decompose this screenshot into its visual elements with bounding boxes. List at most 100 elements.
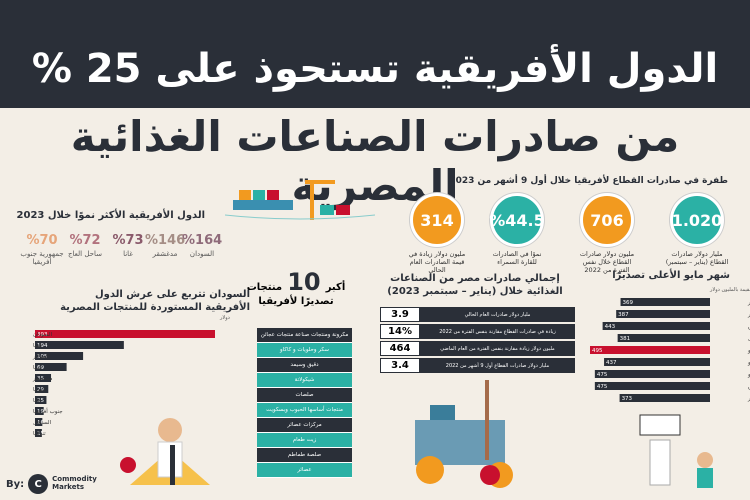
chart-bar xyxy=(35,363,67,371)
egypt-stat-row: مليون دولار زيادة مقارنة بنفس الفترة من … xyxy=(380,341,575,356)
top10-title-a: أكبر xyxy=(325,282,346,293)
top10-item: صلصة طماطم xyxy=(257,448,352,463)
chart-category-label: مدغشقر xyxy=(32,376,52,382)
top10-item: مكرونة ومنتجات صناعة منتجات عجائن xyxy=(257,328,352,343)
chart-value-label: 15 xyxy=(37,431,44,437)
chart-value-label: 16 xyxy=(37,420,44,426)
chart-value-label: 69 xyxy=(37,365,44,371)
chart-bar xyxy=(35,407,44,415)
egypt-stat-row: زيادة في صادرات القطاع مقارنة بنفس الفتر… xyxy=(380,324,575,339)
growth-label: غانا xyxy=(123,250,133,258)
leap-stat-circle: 314 xyxy=(410,193,464,247)
chart-category-label: مايو xyxy=(747,348,750,354)
egypt-stat-row: مليار دولار صادرات العام الحالي 3.9 xyxy=(380,307,575,322)
growth-label: ساحل العاج xyxy=(68,250,102,258)
growth-label: مدغشقر xyxy=(152,250,178,258)
top10-title-b: منتجات xyxy=(246,282,283,293)
monthly-chart-title: شهر مايو الأعلى تصديرًا xyxy=(612,270,730,281)
egypt-title: إجمالي صادرات مصر من الصناعات الغذائية خ… xyxy=(387,273,563,297)
top10-item: زيت طعام xyxy=(257,433,352,448)
chart-category-label: مارس xyxy=(748,324,750,330)
egypt-stat-value: 464 xyxy=(380,341,420,356)
chart-value-label: 19 xyxy=(37,409,44,415)
top10-title-num: 10 xyxy=(287,268,321,296)
chart-bar xyxy=(35,429,42,437)
cow-illustration xyxy=(639,414,713,488)
chart-category-label: جنوب أفريقيا xyxy=(33,407,63,415)
leap-stat-circle: 1.020 xyxy=(670,193,724,247)
chart-value-label: 373 xyxy=(622,396,633,402)
chart-category-label: أغسطس xyxy=(748,382,750,390)
chart-bar xyxy=(35,330,215,338)
leap-stat-caption: نموًا في الصادرات للقارة السمراء xyxy=(492,250,542,267)
top10-item: دقيق وسيمد xyxy=(257,358,352,373)
egypt-stat-label: مليار دولار صادرات العام الحالي xyxy=(420,307,575,322)
chart-value-label: 381 xyxy=(620,336,631,342)
chart-category-label: ليبيا xyxy=(33,343,42,349)
chart-category-label: الجزائر xyxy=(32,354,49,360)
chart-value-label: 369 xyxy=(623,300,634,306)
chart-category-label: سبتمبر xyxy=(747,396,750,402)
chart-bar xyxy=(602,322,710,330)
chart-unit-label: القيمة بالمليون دولار xyxy=(219,315,230,321)
chart-value-label: 443 xyxy=(605,324,616,330)
chart-category-label: يوليو xyxy=(747,372,750,378)
top10-title-block: أكبر 10 منتجات تصديرًا لأفريقيا xyxy=(236,268,356,307)
logo-line2: Markets xyxy=(52,483,85,491)
growth-value: %146 xyxy=(145,233,186,248)
growth-value: %73 xyxy=(112,233,144,248)
chart-bar xyxy=(35,341,124,349)
top10-item: سكر وحلويات و كاكاو xyxy=(257,343,352,358)
growth-value: %164 xyxy=(182,233,223,248)
main-title-line1: الدول الأفريقية تستحوذ على 25 % xyxy=(31,46,719,92)
chart-bar xyxy=(594,370,710,378)
growth-label: جمهورية جنوب أفريقيا xyxy=(20,250,64,267)
main-title-line2: من صادرات الصناعات الغذائية المصرية xyxy=(70,112,680,210)
cargo-ship-illustration xyxy=(225,180,375,220)
sudan-chart-title: السودان تتربع على عرش الدول الأفريقية ال… xyxy=(60,289,250,313)
growth-value: %72 xyxy=(69,233,101,248)
egypt-stat-value: 14% xyxy=(380,324,420,339)
egypt-stat-row: مليار دولار صادرات القطاع أول 9 أشهر من … xyxy=(380,358,575,373)
chart-category-label: يونيو xyxy=(747,360,750,366)
leap-stat-caption: مليار دولار صادرات القطاع (يناير – سبتمب… xyxy=(665,250,729,267)
header-band xyxy=(0,0,750,108)
egypt-stat-label: مليون دولار زيادة مقارنة بنفس الفترة من … xyxy=(420,341,575,356)
chart-bar xyxy=(594,382,710,390)
chart-value-label: 387 xyxy=(618,312,629,318)
chart-value-label: 25 xyxy=(37,398,44,404)
chart-value-label: 35 xyxy=(37,376,44,382)
chart-value-label: 475 xyxy=(597,384,608,390)
egypt-stat-value: 3.4 xyxy=(380,358,420,373)
top10-list: مكرونة ومنتجات صناعة منتجات عجائن سكر وحل… xyxy=(257,328,352,478)
chart-category-label: إثيوبيا xyxy=(33,387,46,393)
egypt-stat-label: مليار دولار صادرات القطاع أول 9 أشهر من … xyxy=(420,358,575,373)
leap-stat-circle: 706 xyxy=(580,193,634,247)
chart-bar xyxy=(616,310,710,318)
chart-value-label: 105 xyxy=(37,354,48,360)
leap-stat-circle: %44.5 xyxy=(489,193,545,247)
chart-bar xyxy=(620,298,710,306)
chart-bar xyxy=(617,334,710,342)
chart-bar xyxy=(35,385,49,393)
commodity-markets-logo-icon: C xyxy=(28,474,49,494)
growth-label: السودان xyxy=(189,250,215,258)
chart-category-label: تنزانيا xyxy=(33,431,46,437)
chart-bar xyxy=(35,418,43,426)
chart-value-label: 437 xyxy=(606,360,617,366)
chart-category-label: غانا xyxy=(33,398,41,404)
top10-item: شيكولاتة xyxy=(257,373,352,388)
chart-category-label: السودان xyxy=(33,332,52,338)
growth-title: الدول الأفريقية الأكثر نموًا خلال 2023 xyxy=(16,210,205,221)
chart-bar xyxy=(590,346,710,354)
chart-category-label: كينيا xyxy=(33,364,43,371)
chart-value-label: 495 xyxy=(592,348,603,354)
top10-item: عصائر xyxy=(257,463,352,478)
egypt-stat-label: زيادة في صادرات القطاع مقارنة بنفس الفتر… xyxy=(420,324,575,339)
footer-by: By: xyxy=(6,478,25,490)
chart-bar xyxy=(604,358,710,366)
chart-bar xyxy=(35,352,84,360)
chart-category-label: أبريل xyxy=(748,334,750,342)
factory-illustration xyxy=(415,380,513,488)
